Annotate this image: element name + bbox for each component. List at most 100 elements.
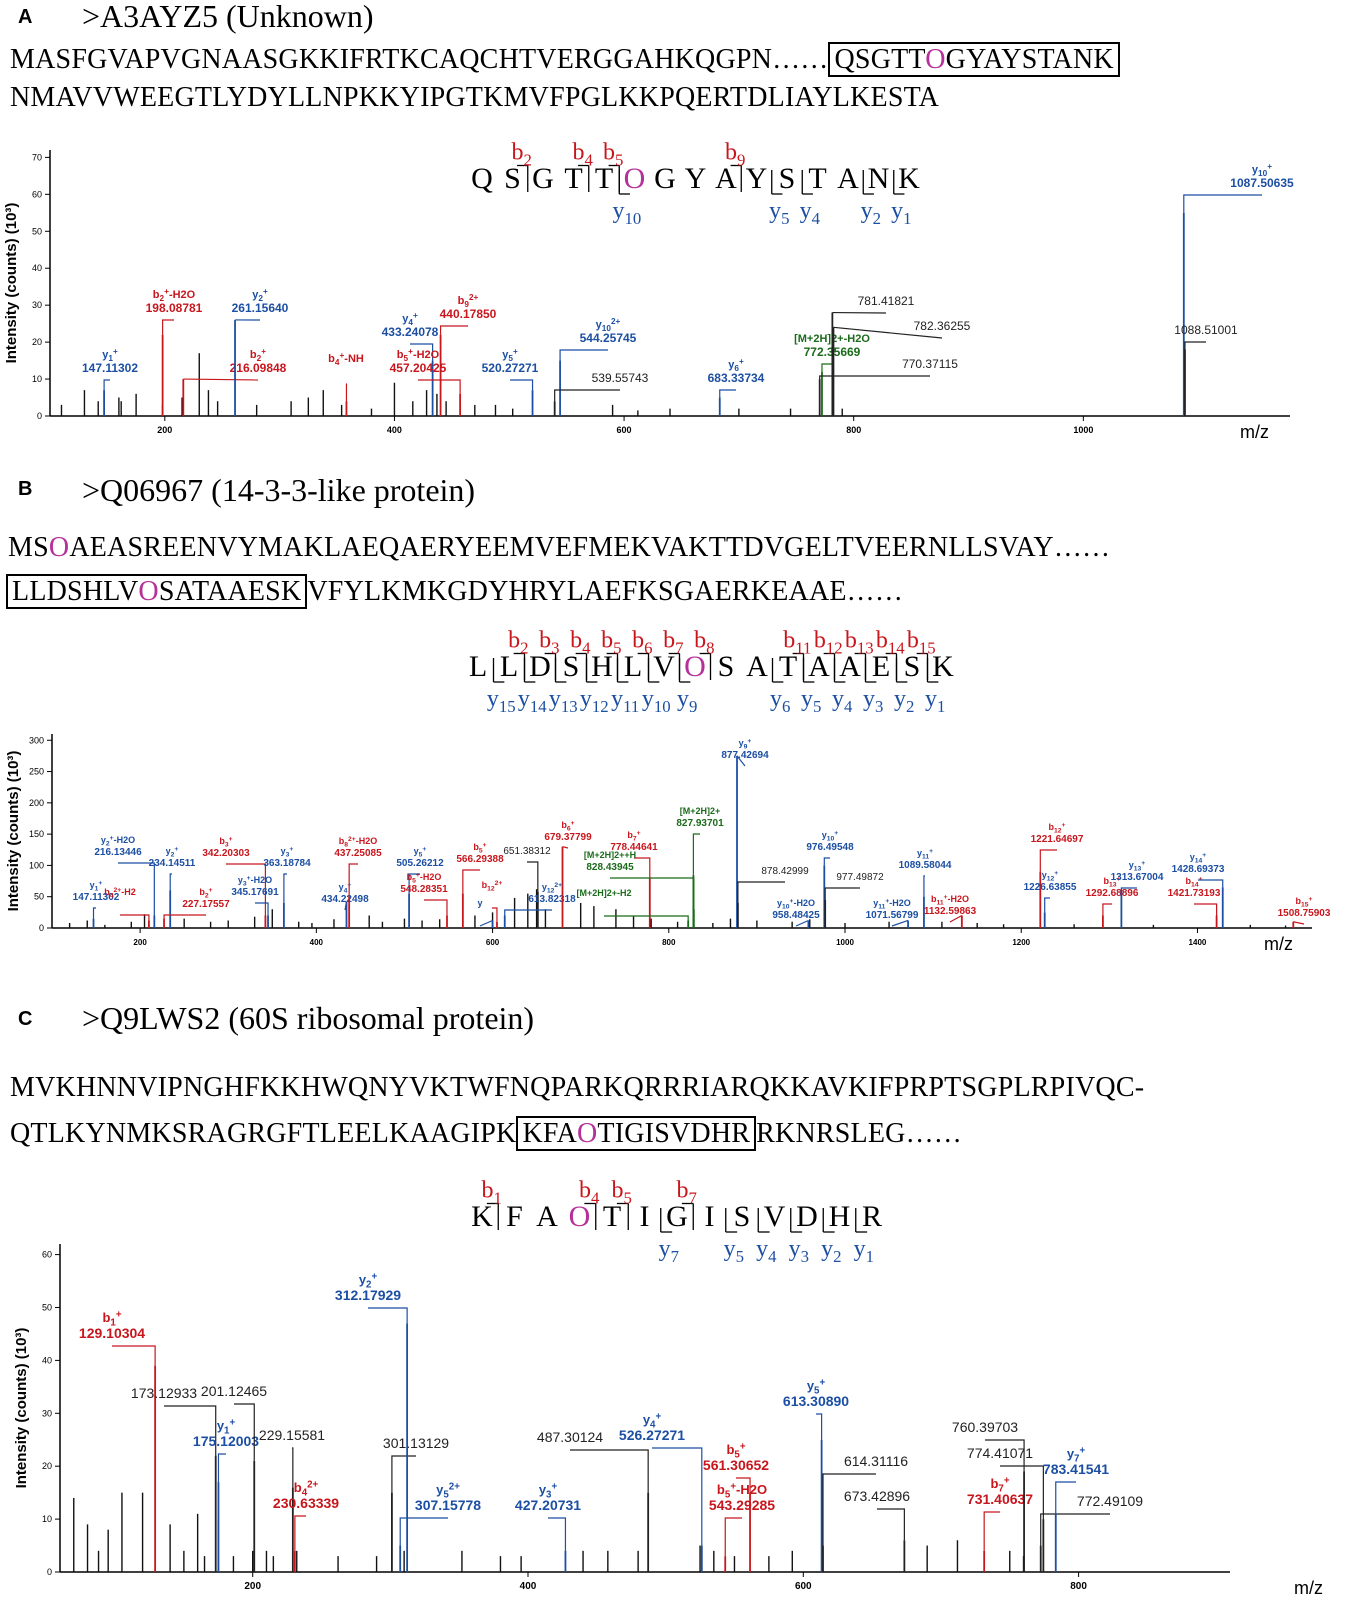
peptide-residue: D: [529, 650, 551, 683]
y-tick-label: 20: [42, 1461, 52, 1471]
label-leader: [985, 1439, 1025, 1472]
peak-mz-label: 1508.75903: [1278, 908, 1331, 919]
y-fragment-label: y4: [800, 198, 821, 228]
sequence-text: MSOAEASREENVYMAKLAEQAERYEEMVEFMEKVAKTTDV…: [8, 532, 1111, 563]
ion-label: b5+: [473, 842, 486, 854]
peak-mz-label: 201.12465: [201, 1383, 267, 1399]
panel-letter: A: [18, 6, 33, 28]
label-leader: [294, 1515, 306, 1551]
label-leader: [1000, 1465, 1044, 1520]
peptide-residue: A: [746, 650, 768, 683]
label-leader: [418, 379, 461, 394]
peptide-residue: H: [829, 1200, 851, 1233]
peak-mz-label: 544.25745: [580, 331, 637, 345]
ion-label: y4+: [643, 1411, 662, 1430]
ion-label: y: [477, 898, 482, 908]
label-leader: [724, 1517, 742, 1557]
label-leader: [949, 914, 963, 923]
label-leader: [504, 909, 552, 916]
peptide-residue: T: [603, 1200, 621, 1233]
ion-label: [M+2H]2+: [680, 806, 721, 816]
peptide-residue: H: [591, 650, 613, 683]
peak-mz-label: 783.41541: [1043, 1461, 1109, 1477]
peak-mz-label: 772.49109: [1077, 1493, 1143, 1509]
label-leader: [217, 1453, 226, 1483]
b-fragment-label: b4: [570, 628, 591, 658]
peak-mz-label: 198.08781: [146, 301, 203, 315]
x-tick-label: 400: [387, 425, 402, 435]
b-fragment-label: b2: [511, 140, 531, 170]
x-axis-label: m/z: [1264, 934, 1293, 954]
sequence-line-2: NMAVVWEEGTLYDYLLNPKKYIPGTKMVFPGLKKPQERTD…: [10, 82, 939, 114]
peptide-residue: R: [862, 1200, 882, 1233]
ion-label: b4+-NH: [328, 351, 364, 367]
ion-label: y5+: [502, 347, 518, 363]
ion-label: b2+: [199, 887, 212, 899]
y-tick-label: 50: [34, 892, 44, 902]
ion-label: b5+-H2O: [407, 872, 442, 884]
ion-label: y10+-H2O: [777, 898, 815, 910]
label-leader: [634, 857, 651, 878]
label-leader: [120, 914, 150, 921]
y-fragment-label: y11: [611, 686, 639, 716]
peptide-box: KFAOTIGISVDHR: [516, 1116, 757, 1151]
label-leader: [736, 1477, 751, 1493]
ion-label: y1+: [217, 1417, 236, 1436]
label-leader: [1055, 1481, 1076, 1514]
label-leader: [1293, 921, 1305, 925]
peptide-residue: L: [624, 650, 642, 683]
peak-mz-label: 301.13129: [383, 1435, 449, 1451]
peptide-residue: S: [734, 1200, 751, 1233]
modified-residue: O: [48, 532, 70, 563]
ion-label: y10+: [822, 830, 839, 842]
peak-mz-label: 173.12933: [131, 1385, 197, 1401]
peptide-residue: G: [654, 162, 676, 195]
peptide-residue: A: [839, 650, 861, 683]
label-leader: [795, 919, 809, 927]
peak-mz-label: 261.15640: [232, 301, 289, 315]
peptide-residue: Y: [746, 162, 768, 195]
sequence-text: VFYLKMKGDYHRYLAEFKSGAERKEAAE……: [307, 576, 904, 607]
label-leader: [548, 1517, 567, 1551]
ion-label: y4+: [402, 311, 418, 327]
peak-mz-label: 1087.50635: [1230, 176, 1294, 190]
x-tick-label: 1200: [1012, 938, 1030, 947]
ion-label: y9+: [739, 738, 752, 750]
b-fragment-label: b4: [579, 1178, 600, 1208]
y-tick-label: 70: [32, 152, 42, 162]
peptide-residue: S: [779, 162, 796, 195]
label-leader: [824, 887, 860, 900]
peak-mz-label: 1226.63855: [1024, 882, 1077, 893]
ion-label: b6+: [561, 820, 574, 832]
x-tick-label: 1000: [1073, 425, 1093, 435]
y-fragment-label: y2: [821, 1236, 841, 1266]
ion-label: b7+: [990, 1475, 1009, 1494]
y-tick-label: 10: [32, 374, 42, 384]
label-leader: [163, 914, 206, 919]
ion-label: y102+: [596, 317, 621, 333]
peptide-residue: D: [796, 1200, 818, 1233]
ion-label: y10+: [1252, 162, 1272, 178]
peptide-residue: K: [471, 1200, 493, 1233]
label-leader: [408, 873, 420, 894]
peak-mz-label: 175.12003: [193, 1433, 259, 1449]
peak-mz-label: 683.33734: [708, 371, 765, 385]
sequence-line-2: QTLKYNMKSRAGRGFTLEELKAAGIPK KFAOTIGISVDHR…: [10, 1116, 962, 1151]
y-fragment-label: y1: [891, 198, 911, 228]
peptide-residue: I: [640, 1200, 650, 1233]
y-fragment-label: y6: [770, 686, 790, 716]
modified-residue: O: [624, 162, 646, 195]
y-axis-label: Intensity (counts) (10³): [13, 1328, 30, 1489]
protein-title: >A3AYZ5 (Unknown): [82, 0, 374, 34]
peptide-residue: G: [666, 1200, 688, 1233]
label-leader: [562, 846, 569, 849]
y-fragment-label: y4: [832, 686, 853, 716]
label-leader: [719, 389, 736, 398]
peptide-residue: K: [898, 162, 920, 195]
x-tick-label: 600: [617, 425, 632, 435]
peak-mz-label: 827.93701: [676, 818, 724, 829]
peak-mz-label: 760.39703: [952, 1419, 1018, 1435]
label-leader: [737, 881, 785, 903]
x-tick-label: 800: [1070, 1581, 1087, 1592]
peak-mz-label: 520.27271: [482, 361, 539, 375]
